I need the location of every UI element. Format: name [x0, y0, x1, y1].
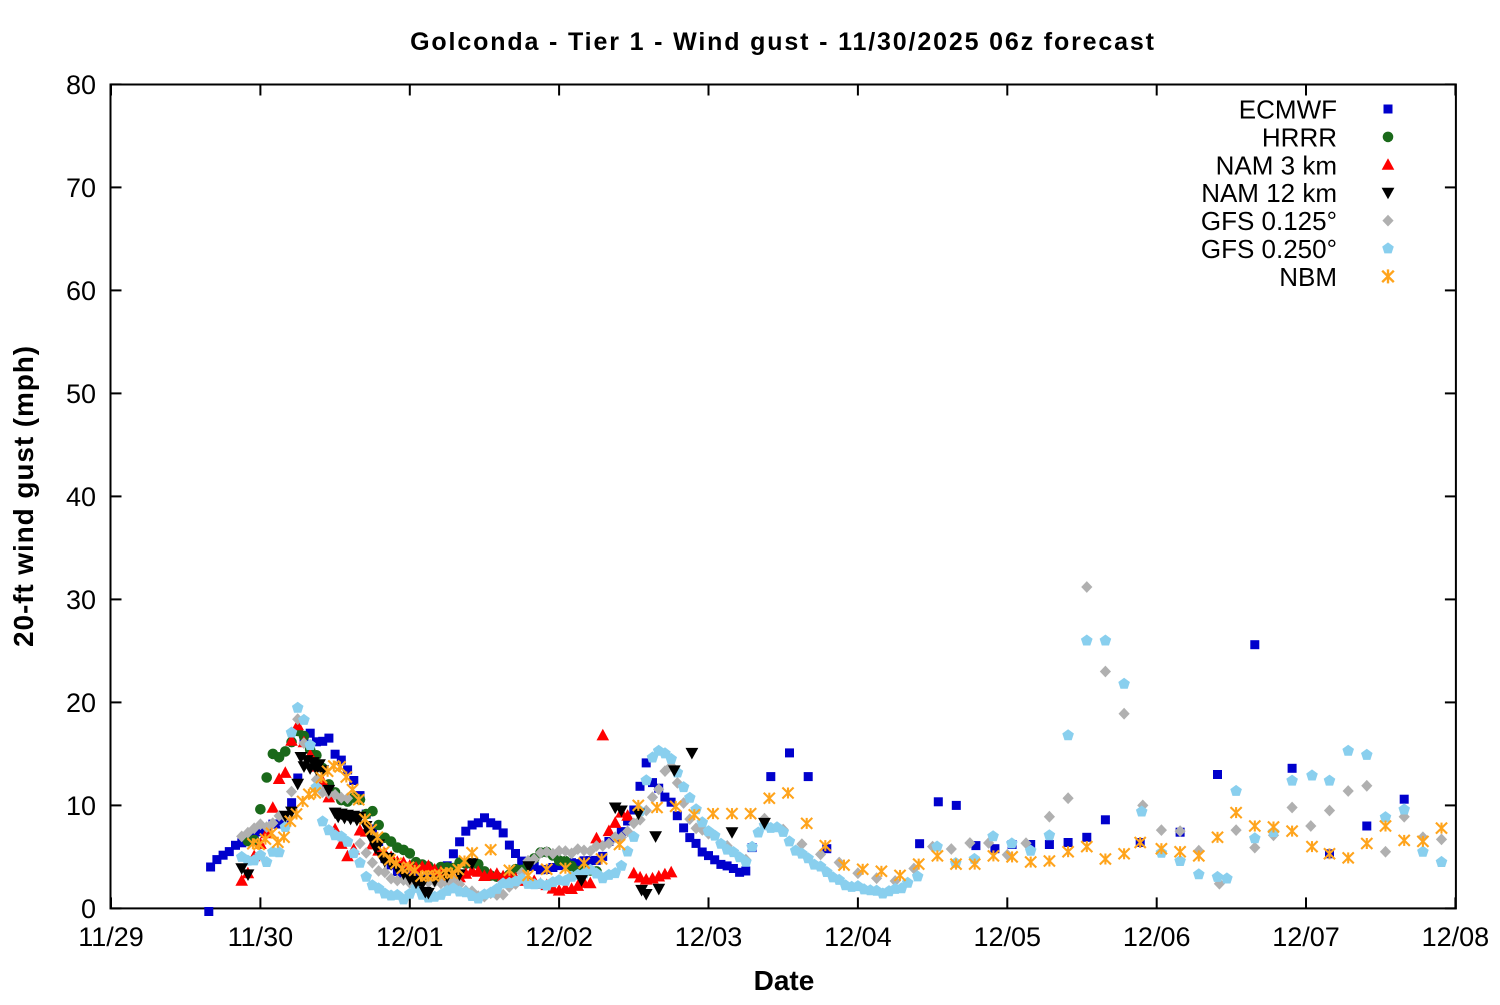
- svg-text:NBM: NBM: [1279, 262, 1337, 292]
- svg-text:20-ft wind gust (mph): 20-ft wind gust (mph): [8, 345, 39, 647]
- svg-text:12/05: 12/05: [974, 922, 1042, 952]
- svg-text:30: 30: [66, 585, 96, 615]
- svg-text:11/30: 11/30: [228, 922, 294, 952]
- svg-text:ECMWF: ECMWF: [1239, 95, 1337, 125]
- svg-text:GFS 0.250°: GFS 0.250°: [1201, 234, 1337, 264]
- svg-text:NAM 12 km: NAM 12 km: [1201, 178, 1337, 208]
- svg-text:12/08: 12/08: [1422, 922, 1490, 952]
- svg-text:Golconda - Tier 1 - Wind gust: Golconda - Tier 1 - Wind gust - 11/30/20…: [410, 28, 1156, 56]
- svg-text:12/02: 12/02: [525, 922, 593, 952]
- svg-text:12/06: 12/06: [1123, 922, 1191, 952]
- svg-text:10: 10: [66, 791, 96, 821]
- svg-text:HRRR: HRRR: [1262, 122, 1337, 152]
- svg-text:60: 60: [66, 276, 96, 306]
- svg-text:40: 40: [66, 482, 96, 512]
- svg-text:70: 70: [66, 173, 96, 203]
- svg-text:12/01: 12/01: [376, 922, 444, 952]
- svg-text:GFS 0.125°: GFS 0.125°: [1201, 206, 1337, 236]
- svg-text:20: 20: [66, 688, 96, 718]
- svg-text:12/04: 12/04: [824, 922, 892, 952]
- svg-text:NAM 3 km: NAM 3 km: [1216, 150, 1337, 180]
- svg-text:80: 80: [66, 70, 96, 100]
- svg-text:0: 0: [81, 894, 96, 924]
- svg-text:12/03: 12/03: [675, 922, 743, 952]
- svg-text:11/29: 11/29: [78, 922, 144, 952]
- svg-text:50: 50: [66, 379, 96, 409]
- svg-text:Date: Date: [754, 965, 815, 996]
- svg-text:12/07: 12/07: [1272, 922, 1340, 952]
